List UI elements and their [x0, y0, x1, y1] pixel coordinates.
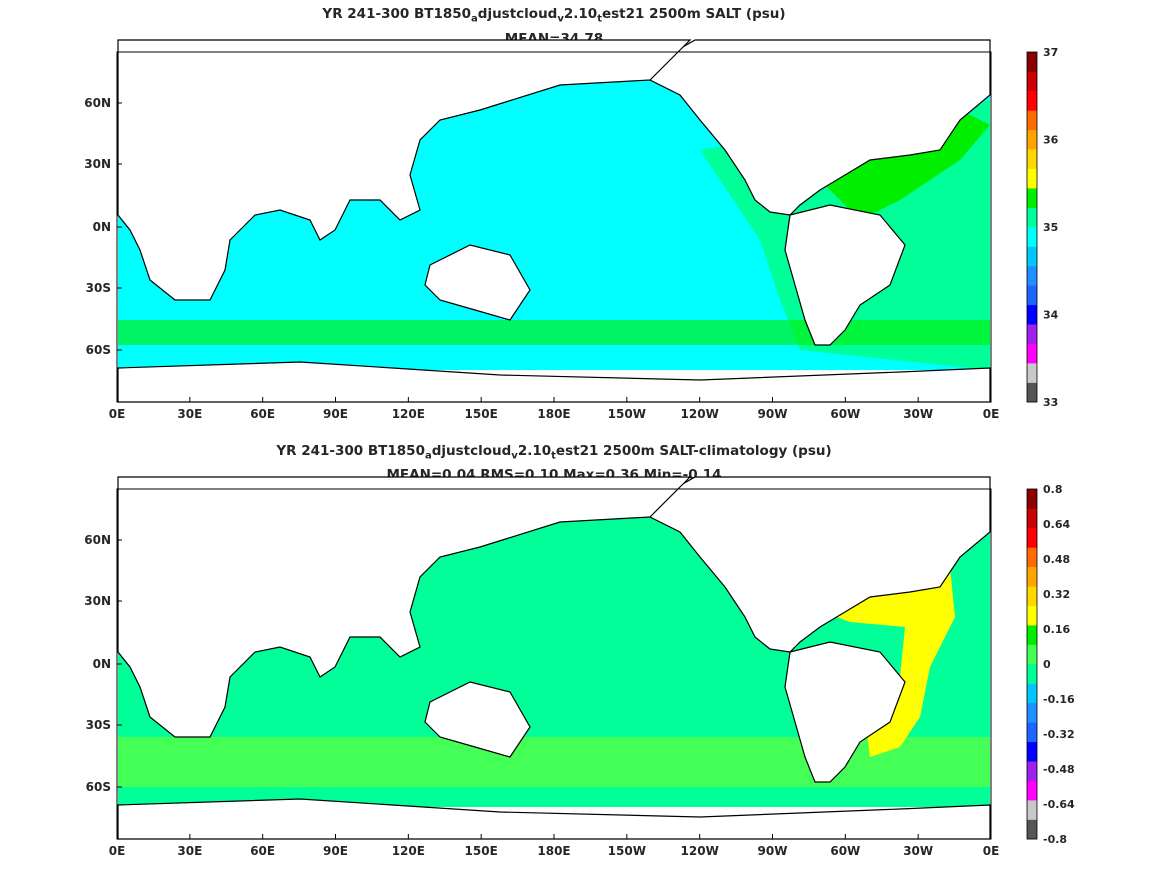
colorbar-label: 0.64	[1043, 518, 1070, 531]
y-tick-label: 30S	[86, 718, 111, 732]
colorbar-swatch	[1027, 625, 1037, 645]
colorbar-swatch	[1027, 324, 1037, 344]
colorbar-swatch	[1027, 382, 1037, 403]
colorbar-label: -0.8	[1043, 833, 1067, 846]
y-tick-label: 60S	[86, 780, 111, 794]
colorbar-swatch	[1027, 605, 1037, 626]
top-chart-title: YR 241-300 BT1850adjustcloudv2.10test21 …	[322, 6, 786, 25]
x-tick-label: 90W	[758, 844, 788, 858]
y-tick-label: 60S	[86, 343, 111, 357]
colorbar-swatch	[1027, 90, 1037, 111]
bottom-map-region-1	[118, 737, 990, 787]
x-tick-label: 180E	[537, 844, 570, 858]
x-tick-label: 0E	[109, 407, 126, 421]
colorbar-swatch	[1027, 741, 1037, 762]
colorbar-swatch	[1027, 71, 1037, 92]
colorbar-swatch	[1027, 780, 1037, 801]
colorbar-swatch	[1027, 819, 1037, 840]
colorbar-label: -0.16	[1043, 693, 1075, 706]
colorbar-swatch	[1027, 188, 1037, 208]
y-tick-label: 30N	[84, 594, 111, 608]
colorbar-swatch	[1027, 664, 1037, 684]
x-tick-label: 60E	[250, 844, 275, 858]
x-tick-label: 90W	[758, 407, 788, 421]
x-tick-label: 150E	[465, 407, 498, 421]
colorbar-label: 36	[1043, 134, 1059, 147]
x-tick-label: 30W	[903, 844, 933, 858]
y-tick-label: 30N	[84, 157, 111, 171]
y-tick-label: 60N	[84, 96, 111, 110]
colorbar-swatch	[1027, 207, 1037, 228]
colorbar-swatch	[1027, 363, 1037, 383]
colorbar-label: 0.16	[1043, 623, 1070, 636]
colorbar-swatch	[1027, 508, 1037, 529]
colorbar-swatch	[1027, 129, 1037, 150]
colorbar-frame	[1026, 488, 1038, 840]
x-tick-label: 120E	[392, 844, 425, 858]
colorbar-swatch	[1027, 722, 1037, 743]
colorbar-swatch	[1027, 227, 1037, 247]
colorbar-swatch	[1027, 683, 1037, 704]
colorbar-label: 0.8	[1043, 483, 1063, 496]
colorbar-swatch	[1027, 246, 1037, 267]
x-tick-label: 60E	[250, 407, 275, 421]
x-tick-label: 150W	[608, 844, 646, 858]
x-tick-label: 30E	[177, 407, 202, 421]
colorbar-label: 0.48	[1043, 553, 1070, 566]
colorbar-swatch	[1027, 644, 1037, 665]
colorbar-swatch	[1027, 527, 1037, 548]
x-tick-label: 120E	[392, 407, 425, 421]
colorbar-swatch	[1027, 285, 1037, 306]
colorbar-label: 33	[1043, 396, 1058, 409]
y-tick-label: 0N	[93, 220, 111, 234]
top-map-southern-band	[118, 320, 990, 345]
x-tick-label: 0E	[983, 844, 1000, 858]
x-tick-label: 60W	[830, 844, 860, 858]
x-tick-label: 90E	[323, 407, 348, 421]
colorbar-label: 37	[1043, 46, 1058, 59]
colorbar-swatch	[1027, 110, 1037, 131]
x-tick-label: 150E	[465, 844, 498, 858]
colorbar-swatch	[1027, 547, 1037, 568]
y-tick-label: 60N	[84, 533, 111, 547]
x-tick-label: 30W	[903, 407, 933, 421]
colorbar-frame	[1026, 51, 1038, 403]
y-tick-label: 30S	[86, 281, 111, 295]
colorbar-swatch	[1027, 168, 1037, 189]
x-tick-label: 90E	[323, 844, 348, 858]
colorbar-swatch	[1027, 304, 1037, 325]
x-tick-label: 60W	[830, 407, 860, 421]
colorbar-swatch	[1027, 52, 1037, 72]
x-tick-label: 30E	[177, 844, 202, 858]
colorbar-label: 34	[1043, 309, 1059, 322]
colorbar-swatch	[1027, 149, 1037, 169]
colorbar-label: -0.32	[1043, 728, 1075, 741]
colorbar-swatch	[1027, 265, 1037, 286]
colorbar-swatch	[1027, 800, 1037, 820]
x-tick-label: 180E	[537, 407, 570, 421]
x-tick-label: 120W	[681, 407, 719, 421]
x-tick-label: 0E	[109, 844, 126, 858]
colorbar-label: -0.48	[1043, 763, 1075, 776]
colorbar-swatch	[1027, 489, 1037, 509]
x-tick-label: 0E	[983, 407, 1000, 421]
colorbar-swatch	[1027, 702, 1037, 723]
colorbar-swatch	[1027, 343, 1037, 364]
colorbar-swatch	[1027, 566, 1037, 587]
colorbar-swatch	[1027, 761, 1037, 781]
colorbar-label: 0.32	[1043, 588, 1070, 601]
y-tick-label: 0N	[93, 657, 111, 671]
bottom-chart-title: YR 241-300 BT1850adjustcloudv2.10test21 …	[276, 443, 832, 462]
x-tick-label: 120W	[681, 844, 719, 858]
colorbar-label: 0	[1043, 658, 1051, 671]
colorbar-swatch	[1027, 586, 1037, 606]
colorbar-label: 35	[1043, 221, 1058, 234]
colorbar-label: -0.64	[1043, 798, 1075, 811]
x-tick-label: 150W	[608, 407, 646, 421]
